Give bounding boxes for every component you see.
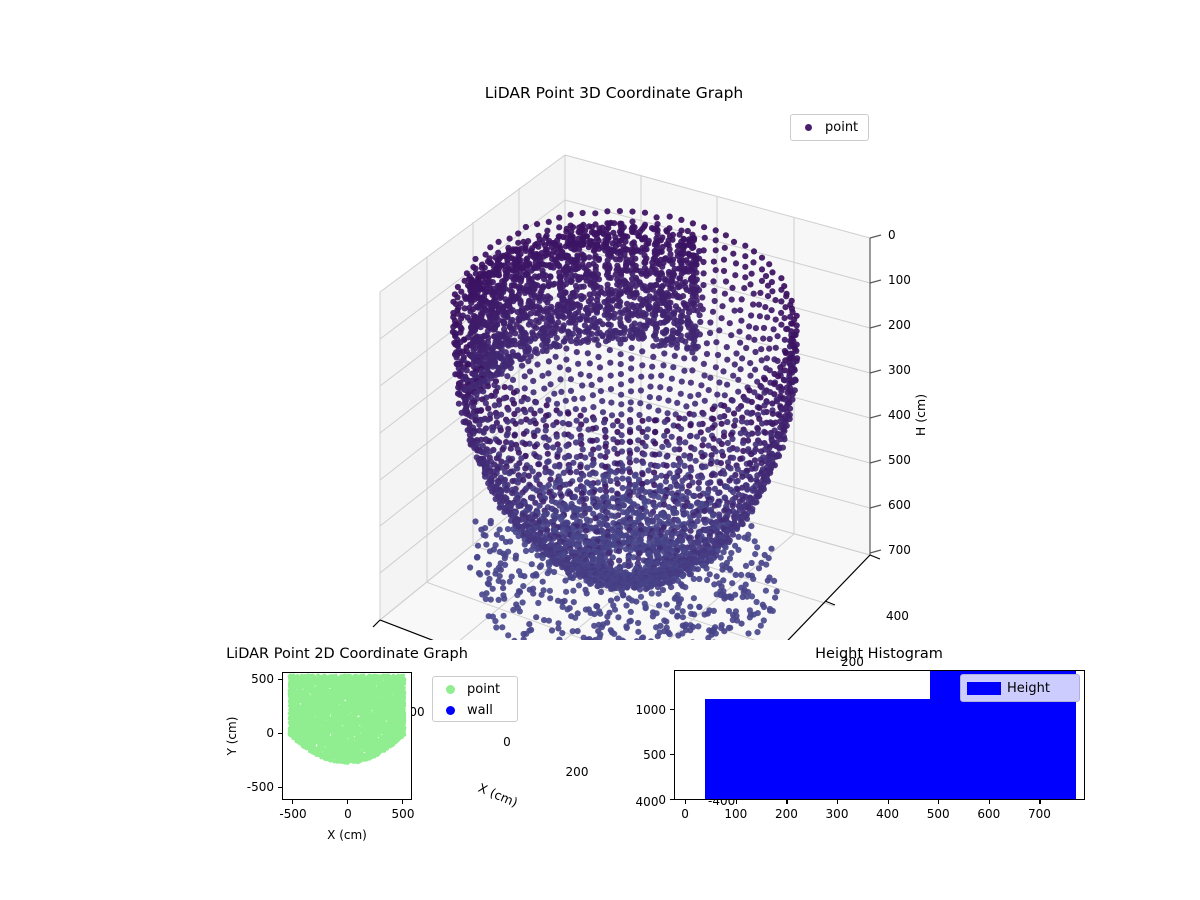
plot3d-ztick-3: 300 (888, 363, 911, 377)
histogram-bar-0 (704, 699, 930, 799)
plot2d-xtick-label-0: -500 (279, 807, 307, 821)
plot2d-ylabel: Y (cm) (225, 716, 239, 756)
histogram-xtick-label-2: 200 (774, 807, 798, 821)
legend-label-height: Height (1007, 680, 1050, 696)
legend-entry-point: point (791, 115, 868, 140)
plot2d-axes[interactable] (282, 672, 412, 800)
legend-entry-point: point (433, 679, 517, 700)
histogram-xtick-label-3: 300 (825, 807, 849, 821)
legend-label-point: point (825, 120, 859, 135)
histogram-axes[interactable] (674, 670, 1085, 800)
plot3d-zlabel: H (cm) (913, 393, 928, 437)
histogram-xtick-label-4: 400 (876, 807, 900, 821)
histogram-xtick-label-6: 600 (977, 807, 1001, 821)
plot2d-xtick-label-2: 500 (391, 807, 415, 821)
plot2d-ytick-label-2: 500 (251, 672, 274, 686)
histogram-xtick-mark-4 (887, 800, 889, 804)
plot3d-axes[interactable]: -400 -200 0 200 400 -400 -200 0 200 400 … (300, 140, 928, 810)
plot3d-ztick-0: 0 (888, 228, 896, 242)
histogram-xtick-label-0: 0 (681, 807, 689, 821)
histogram-ytick-label-1: 500 (643, 748, 666, 762)
histogram-xtick-mark-5 (938, 800, 940, 804)
histogram-xtick-mark-1 (735, 800, 737, 804)
histogram-xtick-mark-0 (685, 800, 687, 804)
legend-entry-wall: wall (433, 700, 517, 721)
histogram-ytick-mark-1000 (670, 709, 674, 711)
plot3d-ztick-7: 700 (888, 543, 911, 557)
plot3d-title: LiDAR Point 3D Coordinate Graph (484, 84, 744, 102)
plot2d-ytick-label-1: 0 (266, 726, 274, 740)
histogram-xtick-label-5: 500 (926, 807, 950, 821)
point-marker-icon (791, 124, 825, 131)
histogram-xtick-mark-7 (1039, 800, 1041, 804)
histogram-ytick-mark-500 (670, 754, 674, 756)
legend-label-point: point (467, 682, 501, 697)
plot2d-xtick-mark-0 (347, 800, 349, 804)
plot2d-ytick-label-0: -500 (246, 780, 274, 794)
plot2d-legend: point wall (432, 676, 518, 722)
plot3d-ytick-4: 400 (886, 609, 909, 623)
plot2d-xtick-mark-500 (402, 800, 404, 804)
plot2d-ytick-mark-n500 (278, 787, 282, 789)
plot3d-xtick-4: 400 (635, 795, 659, 809)
plot3d-ztick-6: 600 (888, 498, 911, 512)
histogram-title: Height Histogram (815, 646, 943, 662)
legend-entry-height: Height (961, 675, 1079, 701)
plot2d-xlabel: X (cm) (327, 828, 367, 842)
plot2d-title: LiDAR Point 2D Coordinate Graph (226, 646, 468, 662)
plot3d-xtick-2: 0 (503, 735, 511, 749)
histogram-ytick-mark-0 (670, 799, 674, 801)
plot3d-ztick-2: 200 (888, 318, 911, 332)
plot3d-legend: point (790, 114, 869, 141)
histogram-xtick-mark-6 (988, 800, 990, 804)
plot3d-ztick-1: 100 (888, 273, 911, 287)
wall-marker-icon (433, 706, 467, 715)
plot3d-xtick-3: 200 (565, 765, 589, 779)
plot2d-ytick-mark-0 (278, 733, 282, 735)
legend-label-wall: wall (467, 703, 493, 718)
point-marker-icon (433, 685, 467, 694)
plot3d-xlabel: X (cm) (476, 780, 521, 810)
histogram-legend: Height (960, 674, 1080, 702)
histogram-ytick-label-0: 0 (658, 793, 666, 807)
histogram-ytick-label-2: 1000 (635, 703, 666, 717)
histogram-xtick-label-1: 100 (724, 807, 748, 821)
histogram-xtick-mark-2 (786, 800, 788, 804)
height-patch-icon (961, 681, 1007, 695)
plot3d-ztick-4: 400 (888, 408, 911, 422)
histogram-xtick-mark-3 (837, 800, 839, 804)
plot2d-ytick-mark-500 (278, 679, 282, 681)
plot3d-ztick-5: 500 (888, 453, 911, 467)
plot2d-xtick-mark-n500 (292, 800, 294, 804)
plot2d-xtick-label-1: 0 (344, 807, 352, 821)
histogram-xtick-label-7: 700 (1027, 807, 1051, 821)
plot3d-canvas (372, 154, 882, 640)
plot2d-canvas (287, 673, 407, 765)
plot3d-ytick-3: 200 (841, 655, 864, 669)
